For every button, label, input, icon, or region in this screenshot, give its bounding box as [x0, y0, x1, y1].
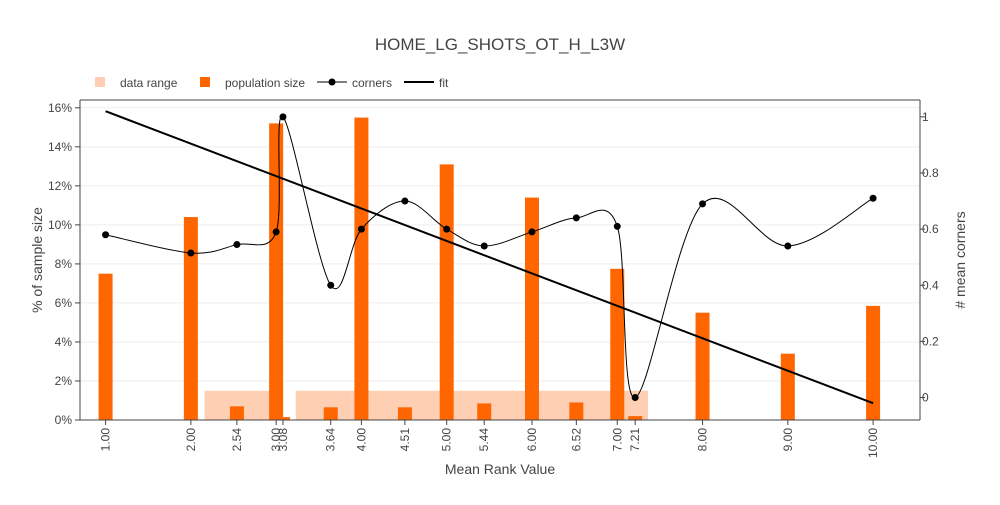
population-bar — [229, 406, 244, 420]
data-range-band — [295, 390, 352, 420]
x-tick-label: 6.00 — [525, 428, 539, 452]
legend-label-population-size: population size — [225, 76, 305, 90]
y-tick-label: 4% — [55, 335, 73, 349]
corners-point — [187, 249, 195, 257]
corners-point — [572, 214, 580, 222]
x-tick-label: 4.00 — [354, 428, 368, 452]
corners-point — [233, 241, 241, 249]
x-tick-label: 4.51 — [398, 428, 412, 452]
corners-point — [631, 394, 639, 402]
population-bar — [866, 305, 881, 420]
x-tick-label: 7.00 — [610, 428, 624, 452]
population-bar — [439, 164, 454, 420]
x-tick-label: 2.00 — [184, 428, 198, 452]
x-tick-label: 5.00 — [440, 428, 454, 452]
corners-point — [401, 197, 409, 205]
legend: data range population size corners fit — [95, 76, 449, 90]
x-tick-label: 9.00 — [781, 428, 795, 452]
population-bar — [354, 117, 369, 420]
y2-tick-label: 0 — [922, 391, 929, 405]
corners-point — [102, 231, 110, 239]
legend-label-corners: corners — [352, 76, 392, 90]
population-bar — [569, 402, 584, 420]
y-tick-label: 14% — [48, 140, 72, 154]
corners-point — [357, 225, 365, 233]
y-tick-label: 16% — [48, 101, 72, 115]
population-bar — [397, 407, 412, 420]
population-bar — [323, 407, 338, 420]
population-bar — [524, 197, 539, 420]
population-bar — [628, 416, 643, 420]
population-bar — [183, 217, 198, 420]
axes-layer: 0% 2% 4% 6% 8% 10% 12% 14% 16% 0 0.2 0.4 0.6 0.8 1 1.00… — [48, 99, 939, 458]
population-bar — [780, 353, 795, 420]
chart-title: HOME_LG_SHOTS_OT_H_L3W — [375, 35, 625, 54]
y2-tick-label: 0.4 — [922, 278, 939, 292]
x-tick-label: 6.52 — [569, 428, 583, 452]
y-tick-label: 8% — [55, 257, 73, 271]
corners-point — [869, 194, 877, 202]
x-tick-label: 8.00 — [696, 428, 710, 452]
y-axis-title: % of sample size — [29, 207, 45, 313]
population-bar — [477, 403, 492, 420]
corners-point — [272, 228, 280, 236]
x-tick-label: 3.64 — [324, 428, 338, 452]
y2-axis-title: # mean corners — [952, 211, 968, 308]
y2-tick-label: 0.2 — [922, 334, 939, 348]
legend-label-fit: fit — [439, 76, 449, 90]
legend-swatch-population-size — [200, 77, 210, 87]
corners-point — [327, 281, 335, 289]
y-tick-label: 10% — [48, 218, 72, 232]
corners-point — [443, 225, 451, 233]
population-bar — [275, 417, 290, 420]
population-bar — [269, 123, 284, 420]
corners-point — [699, 200, 707, 208]
x-tick-label: 3.08 — [276, 428, 290, 452]
x-tick-label: 10.00 — [866, 428, 880, 458]
x-tick-label: 2.54 — [230, 428, 244, 452]
y2-tick-label: 1 — [922, 110, 929, 124]
lines-layer — [102, 110, 877, 405]
x-tick-label: 3.00 — [269, 428, 283, 452]
y-tick-label: 2% — [55, 374, 73, 388]
y-tick-label: 12% — [48, 179, 72, 193]
legend-swatch-data-range — [95, 77, 105, 87]
legend-label-data-range: data range — [120, 76, 178, 90]
corners-point — [613, 222, 621, 230]
population-bar — [98, 273, 113, 420]
corners-point — [480, 242, 488, 250]
grid-layer — [80, 107, 920, 382]
population-bar — [695, 312, 710, 420]
y2-tick-label: 0.8 — [922, 166, 939, 180]
corners-point — [784, 242, 792, 250]
y-tick-label: 0% — [55, 413, 73, 427]
x-axis-title: Mean Rank Value — [445, 461, 555, 477]
population-bars-layer — [98, 117, 881, 420]
legend-swatch-corners-marker — [328, 78, 336, 86]
population-bar — [610, 268, 625, 420]
corners-point — [528, 228, 536, 236]
data-range-layer — [204, 390, 648, 420]
fit-line — [105, 110, 874, 405]
corners-point — [279, 113, 287, 121]
y-tick-label: 6% — [55, 296, 73, 310]
y2-tick-label: 0.6 — [922, 222, 939, 236]
x-tick-label: 1.00 — [99, 428, 113, 452]
x-tick-label: 7.21 — [628, 428, 642, 452]
x-tick-label: 5.44 — [477, 428, 491, 452]
